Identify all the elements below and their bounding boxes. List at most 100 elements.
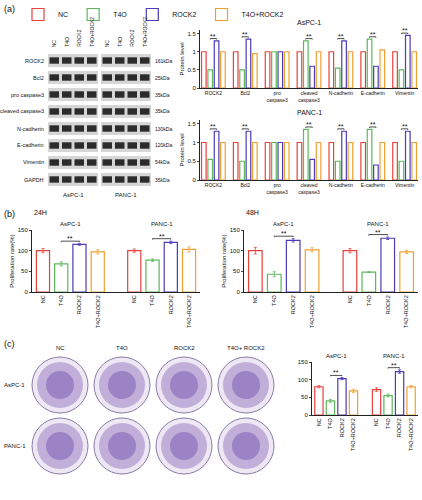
svg-text:NC: NC (104, 40, 110, 48)
svg-text:1.5: 1.5 (187, 121, 196, 127)
svg-text:E-cadherin: E-cadherin (17, 142, 44, 148)
svg-text:cleavedcaspase3: cleavedcaspase3 (298, 90, 320, 103)
svg-text:**: ** (370, 121, 376, 128)
svg-text:ROCK2: ROCK2 (339, 418, 345, 437)
svg-text:**: ** (306, 33, 312, 40)
svg-text:GAPDH: GAPDH (24, 177, 44, 183)
svg-text:35kDa: 35kDa (155, 177, 170, 183)
svg-text:ROCK2: ROCK2 (205, 90, 222, 96)
svg-text:48H: 48H (246, 209, 259, 216)
svg-text:T4O+ROCK2: T4O+ROCK2 (350, 418, 356, 451)
svg-text:0.5: 0.5 (187, 158, 196, 164)
svg-text:0: 0 (192, 85, 196, 91)
svg-text:35kDa: 35kDa (155, 92, 170, 98)
svg-text:**: ** (370, 31, 376, 38)
svg-text:Vimentin: Vimentin (23, 159, 44, 165)
svg-text:T4O: T4O (149, 294, 155, 305)
svg-text:1: 1 (192, 140, 196, 146)
svg-text:NC: NC (51, 40, 57, 48)
svg-text:NC: NC (131, 295, 137, 303)
svg-text:150: 150 (230, 227, 241, 233)
svg-text:100: 100 (18, 248, 29, 254)
svg-text:ROCK2: ROCK2 (396, 418, 402, 437)
svg-text:AsPC-1: AsPC-1 (273, 221, 294, 227)
svg-text:Protein level: Protein level (179, 42, 185, 75)
svg-text:PANC-1: PANC-1 (4, 443, 26, 449)
svg-text:T4O: T4O (58, 294, 64, 305)
svg-text:T4O: T4O (271, 294, 277, 305)
svg-text:E-cadherin: E-cadherin (361, 90, 385, 96)
svg-text:Proliferation rate(%): Proliferation rate(%) (9, 234, 15, 287)
svg-text:PANC-1: PANC-1 (383, 353, 405, 359)
svg-text:AsPC-1: AsPC-1 (4, 382, 25, 388)
svg-text:0: 0 (192, 177, 196, 183)
svg-text:N-cadherin: N-cadherin (329, 182, 354, 188)
svg-text:T4O: T4O (64, 37, 70, 47)
svg-text:T4O: T4O (113, 11, 127, 18)
svg-text:**: ** (333, 369, 339, 376)
svg-text:**: ** (242, 123, 248, 130)
svg-text:150: 150 (18, 227, 29, 233)
svg-text:**: ** (159, 233, 165, 240)
svg-text:Vimentin: Vimentin (395, 182, 415, 188)
svg-text:T4O+ROCK2: T4O+ROCK2 (89, 17, 95, 47)
svg-text:T4O: T4O (385, 417, 391, 428)
svg-text:**: ** (306, 121, 312, 128)
svg-text:T4O+ROCK2: T4O+ROCK2 (309, 295, 315, 328)
svg-text:(b): (b) (4, 209, 15, 219)
svg-text:AsPC-1: AsPC-1 (297, 19, 321, 26)
svg-text:T4O+ ROCK2: T4O+ ROCK2 (227, 345, 265, 351)
svg-text:**: ** (281, 230, 287, 237)
svg-text:**: ** (402, 123, 408, 130)
svg-text:E-cadherin: E-cadherin (361, 182, 385, 188)
svg-text:ROCK2: ROCK2 (205, 182, 222, 188)
svg-text:T4O+ROCK2: T4O+ROCK2 (403, 295, 409, 328)
svg-text:N-cadherin: N-cadherin (329, 90, 354, 96)
svg-text:0: 0 (304, 412, 308, 418)
svg-text:Bcl2: Bcl2 (240, 90, 250, 96)
svg-text:AsPC-1: AsPC-1 (326, 353, 347, 359)
svg-text:0: 0 (236, 289, 240, 295)
svg-text:120kDa: 120kDa (155, 142, 172, 148)
svg-text:NC: NC (347, 295, 353, 303)
svg-text:PANC-1: PANC-1 (297, 109, 322, 116)
svg-text:PANC-1: PANC-1 (115, 192, 137, 198)
svg-text:ROCK2: ROCK2 (168, 295, 174, 314)
svg-text:1.5: 1.5 (187, 31, 196, 37)
svg-text:Protein level: Protein level (179, 133, 185, 166)
svg-text:161kDa: 161kDa (155, 58, 172, 64)
svg-text:ROCK2: ROCK2 (174, 345, 195, 351)
svg-text:NC: NC (252, 295, 258, 303)
svg-text:(c): (c) (4, 339, 15, 349)
svg-text:T4O+ROCK2: T4O+ROCK2 (186, 295, 192, 328)
svg-text:T4O+ROCK2: T4O+ROCK2 (142, 17, 148, 47)
svg-text:0: 0 (24, 289, 28, 295)
svg-text:PANC-1: PANC-1 (151, 221, 173, 227)
svg-text:T4O+ROCK2: T4O+ROCK2 (242, 11, 284, 18)
svg-text:cleaved caspase3: cleaved caspase3 (0, 108, 44, 114)
svg-text:Vimentin: Vimentin (395, 90, 415, 96)
svg-text:54kDa: 54kDa (155, 159, 170, 165)
svg-text:Bcl2: Bcl2 (33, 75, 44, 81)
svg-text:pro caspase3: pro caspase3 (11, 92, 44, 98)
svg-text:T4O: T4O (327, 417, 333, 428)
svg-text:ROCK2: ROCK2 (172, 11, 196, 18)
svg-text:NC: NC (316, 418, 322, 426)
svg-text:T4O+ROCK2: T4O+ROCK2 (95, 295, 101, 328)
svg-text:NC: NC (58, 11, 68, 18)
svg-text:**: ** (338, 33, 344, 40)
svg-text:**: ** (391, 362, 397, 369)
svg-text:ROCK2: ROCK2 (76, 29, 82, 46)
svg-text:T4O+ROCK2: T4O+ROCK2 (408, 418, 414, 451)
svg-text:T4O: T4O (117, 37, 123, 47)
svg-text:50: 50 (301, 394, 308, 400)
svg-text:ROCK2: ROCK2 (385, 295, 391, 314)
svg-text:T4O: T4O (116, 345, 128, 351)
svg-text:ROCK2: ROCK2 (129, 29, 135, 46)
svg-text:NC: NC (373, 418, 379, 426)
svg-text:100: 100 (230, 248, 241, 254)
svg-text:ROCK2: ROCK2 (25, 58, 44, 64)
svg-text:25kDa: 25kDa (155, 75, 170, 81)
svg-text:1: 1 (192, 49, 196, 55)
svg-text:130kDa: 130kDa (155, 126, 172, 132)
